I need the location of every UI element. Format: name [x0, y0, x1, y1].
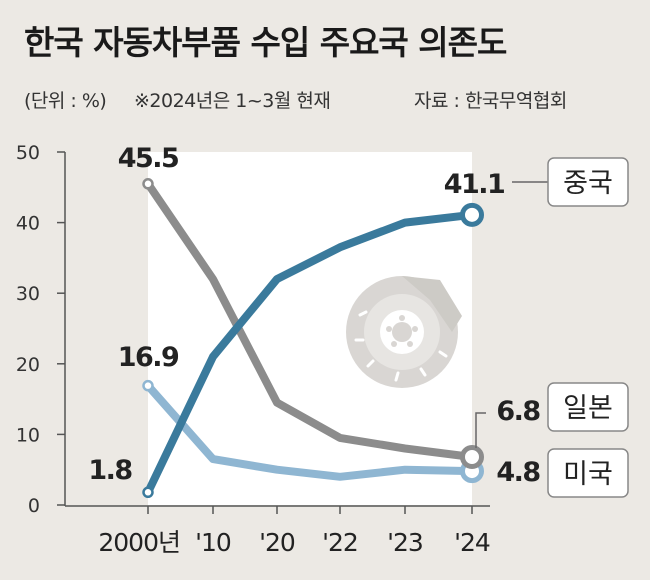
series-line-일본: [144, 179, 476, 461]
value-label-end-미국: 4.8: [496, 457, 540, 488]
data-point-일본: [142, 178, 154, 190]
legend-box-일본: [547, 382, 629, 432]
legend-label-일본: 일본: [563, 393, 613, 424]
value-label-end-중국: 41.1: [444, 169, 505, 200]
x-tick-label: '24: [454, 528, 490, 557]
date-note: ※2024년은 1~3월 현재: [134, 90, 331, 112]
value-label-start-미국: 16.9: [118, 342, 179, 373]
chart-title: 한국 자동차부품 수입 주요국 의존도: [24, 23, 507, 62]
y-tick-label: 20: [16, 354, 40, 376]
legend-label-중국: 중국: [563, 168, 613, 199]
x-tick-label: '22: [322, 528, 358, 557]
unit-label: (단위 : %): [24, 90, 107, 112]
data-point-미국: [142, 379, 154, 392]
series-line-중국: [144, 210, 476, 497]
x-tick-label: 2000년: [98, 528, 180, 557]
y-tick-label: 10: [16, 424, 40, 446]
data-point-일본: [460, 444, 484, 469]
legend-box-중국: [547, 157, 629, 207]
legend-box-미국: [547, 448, 629, 498]
source-label: 자료 : 한국무역협회: [414, 90, 567, 112]
value-label-end-일본: 6.8: [496, 396, 540, 427]
y-tick-label: 30: [16, 283, 40, 305]
y-tick-label: 50: [16, 142, 40, 164]
x-tick-label: '23: [387, 528, 423, 557]
legend-label-미국: 미국: [563, 459, 613, 490]
leader-line-일본: [475, 412, 486, 448]
brake-disc-icon: [346, 276, 462, 388]
x-tick-label: '20: [259, 528, 295, 557]
value-label-start-일본: 45.5: [118, 143, 179, 174]
series-line-미국: [144, 381, 476, 481]
data-point-중국: [142, 486, 154, 499]
y-tick-label: 40: [16, 213, 40, 235]
x-tick-label: '10: [195, 528, 231, 557]
data-point-중국: [460, 202, 484, 227]
y-tick-label: 0: [28, 495, 40, 517]
value-label-start-중국: 1.8: [88, 455, 132, 486]
